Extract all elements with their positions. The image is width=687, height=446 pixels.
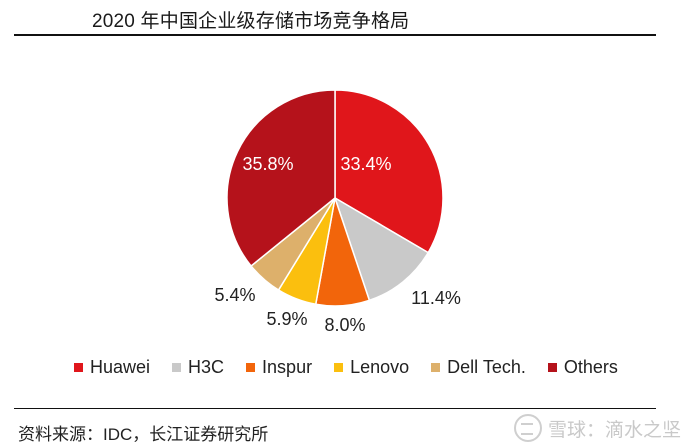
- legend-item: Inspur: [246, 357, 312, 378]
- data-label-dell-tech: 5.4%: [214, 285, 255, 305]
- legend-label: Lenovo: [350, 357, 410, 377]
- legend-swatch: [547, 363, 557, 372]
- data-label-others: 35.8%: [242, 154, 293, 174]
- data-label-h3c: 11.4%: [411, 288, 461, 308]
- legend-item: H3C: [172, 357, 224, 378]
- legend-item: Others: [547, 357, 618, 378]
- data-label-huawei: 33.4%: [340, 154, 391, 174]
- legend-item: Lenovo: [334, 357, 409, 378]
- data-label-lenovo: 5.9%: [266, 309, 307, 329]
- legend-item: Dell Tech.: [431, 357, 526, 378]
- watermark: 雪球：滴水之坚: [513, 414, 681, 442]
- source-note: 资料来源：IDC，长江证券研究所: [18, 425, 269, 444]
- snowball-logo-icon: [513, 414, 542, 442]
- top-rule: [14, 34, 656, 36]
- legend-swatch: [246, 363, 256, 372]
- data-label-inspur: 8.0%: [324, 315, 365, 335]
- legend-label: Inspur: [262, 357, 313, 377]
- pie-slice-h3c: [333, 196, 430, 302]
- legend-label: Dell Tech.: [447, 357, 526, 377]
- chart-title: 2020 年中国企业级存储市场竞争格局: [92, 11, 410, 32]
- bottom-rule: [14, 408, 656, 409]
- legend-label: H3C: [188, 357, 225, 377]
- legend-swatch: [74, 363, 83, 372]
- legend-label: Others: [563, 357, 618, 377]
- watermark-text: 雪球：滴水之坚: [547, 419, 681, 441]
- pie-slice-huawei: [334, 89, 444, 254]
- legend-swatch: [334, 363, 344, 372]
- legend: Huawei H3C Inspur Lenovo Dell Tech. Others: [74, 357, 618, 378]
- legend-swatch: [172, 363, 182, 372]
- legend-label: Huawei: [90, 357, 151, 377]
- legend-swatch: [431, 363, 441, 372]
- legend-item: Huawei: [74, 357, 150, 378]
- pie-slice-others: [226, 89, 336, 268]
